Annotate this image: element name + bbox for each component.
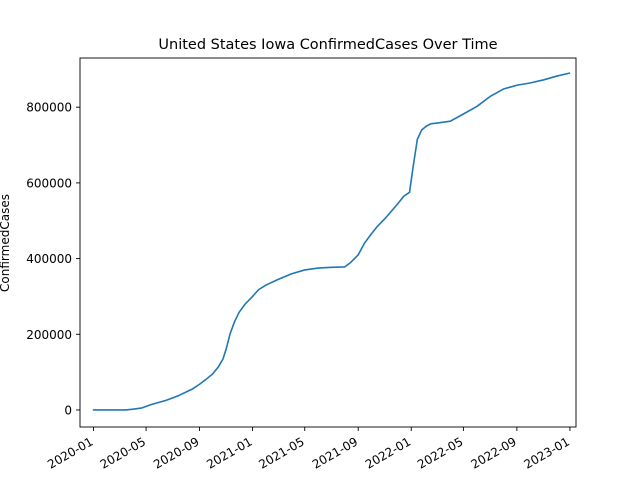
y-tick-label: 600000 — [26, 176, 72, 190]
axes-frame — [79, 57, 577, 428]
y-tick-label: 800000 — [26, 101, 72, 115]
y-axis-label: ConfirmedCases — [0, 194, 12, 292]
y-tick-label: 400000 — [26, 252, 72, 266]
chart-title: United States Iowa ConfirmedCases Over T… — [158, 37, 497, 53]
y-tick-label: 0 — [64, 403, 72, 417]
series-line-0 — [92, 72, 571, 411]
y-tick-label: 200000 — [26, 328, 72, 342]
